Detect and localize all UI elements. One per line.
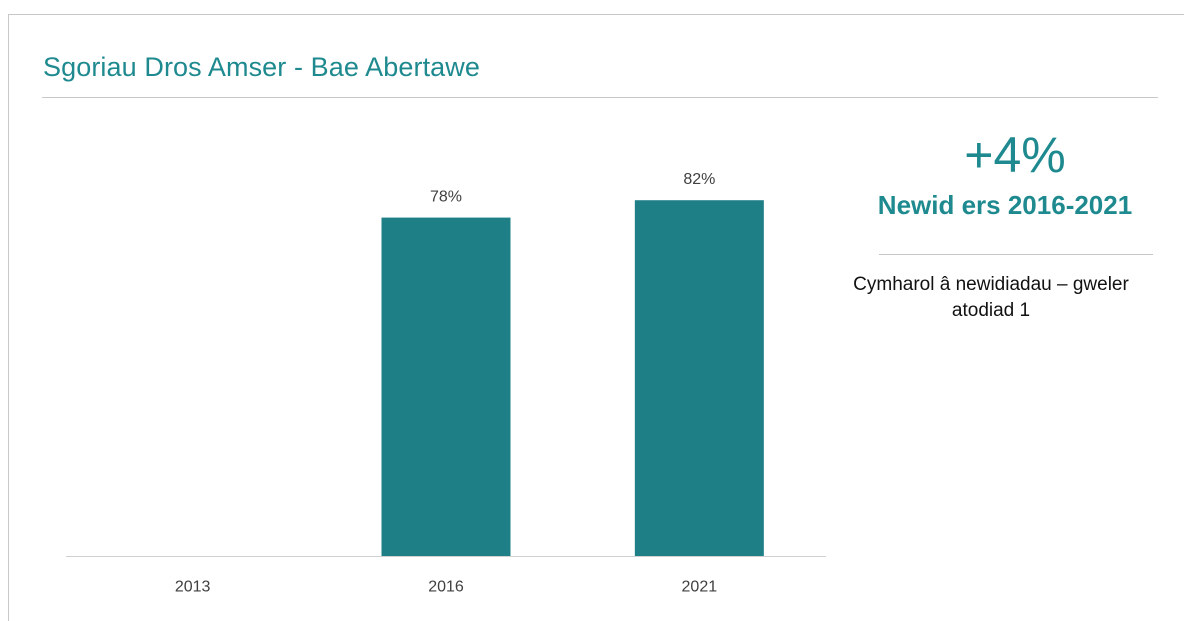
- side-panel-divider: [879, 254, 1153, 255]
- data-labels-layer: 78% 82%: [430, 171, 715, 205]
- data-label-2016: 78%: [430, 189, 462, 206]
- change-value: +4%: [964, 127, 1066, 183]
- bar-2016: [381, 217, 511, 557]
- x-tick-label-2021: 2021: [682, 579, 718, 596]
- bar-2021: [634, 200, 764, 557]
- slide-frame: [8, 14, 1184, 621]
- x-tick-labels-layer: 2013 2016 2021: [175, 579, 717, 596]
- page-title: Sgoriau Dros Amser - Bae Abertawe: [43, 52, 481, 82]
- x-tick-label-2013: 2013: [175, 579, 211, 596]
- x-tick-label-2016: 2016: [428, 579, 464, 596]
- title-divider: [42, 97, 1158, 98]
- data-label-2021: 82%: [683, 171, 715, 188]
- bars-layer: [381, 200, 764, 557]
- change-label: Newid ers 2016-2021: [877, 190, 1133, 220]
- comparability-note: Cymharol â newidiadau – gweler atodiad 1: [853, 274, 1129, 321]
